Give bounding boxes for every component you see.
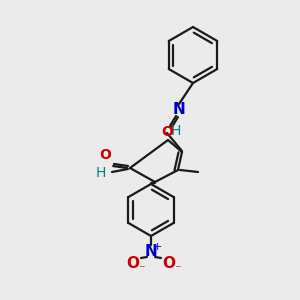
Text: O: O	[99, 148, 111, 162]
Text: H: H	[171, 124, 181, 138]
Text: ⁻: ⁻	[174, 263, 180, 277]
Text: O: O	[127, 256, 140, 271]
Text: N: N	[172, 103, 185, 118]
Text: O: O	[163, 256, 176, 271]
Text: H: H	[96, 166, 106, 180]
Text: O: O	[161, 125, 173, 139]
Text: N: N	[145, 244, 158, 260]
Text: ⁻: ⁻	[138, 263, 144, 277]
Text: +: +	[152, 242, 162, 252]
